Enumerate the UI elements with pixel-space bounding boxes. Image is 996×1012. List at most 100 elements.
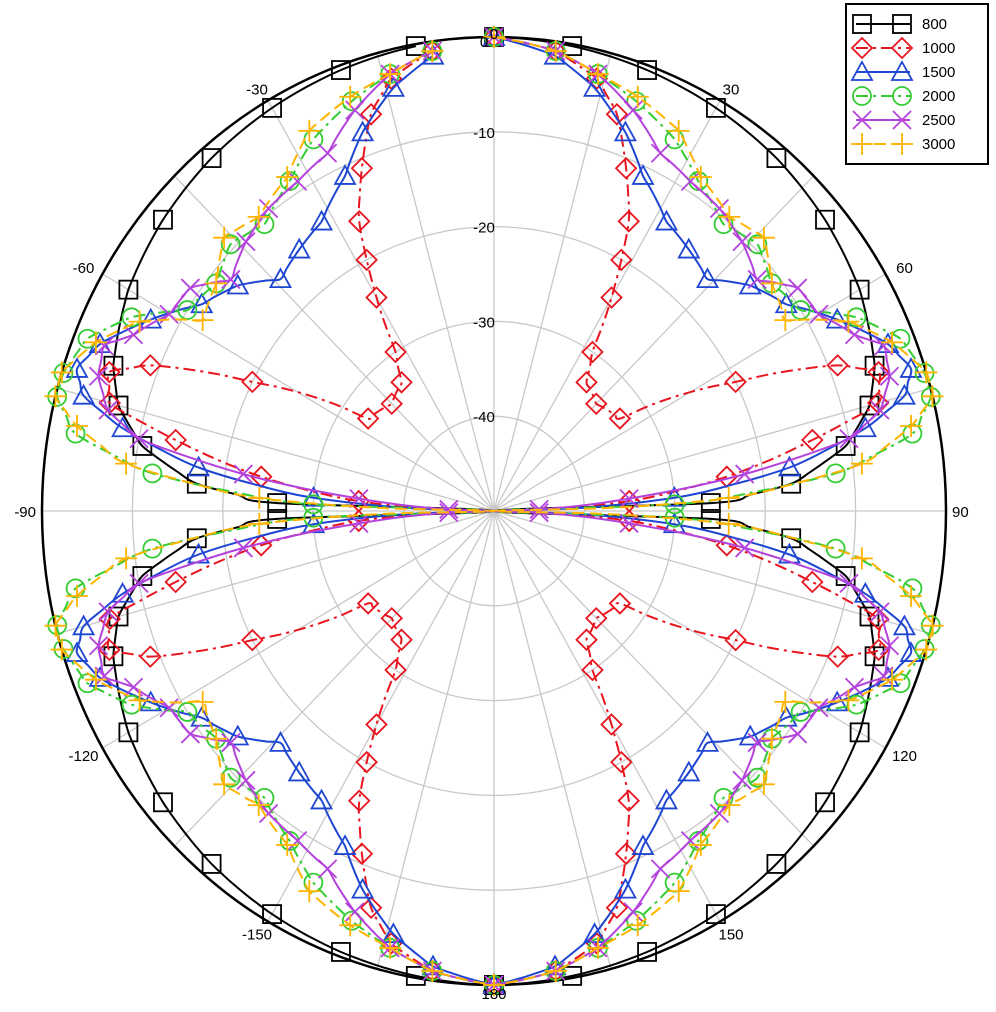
series-800-marker — [700, 493, 721, 513]
series-1500-marker — [613, 877, 637, 899]
series-3000-marker — [50, 638, 73, 661]
series-1500-marker — [333, 834, 357, 855]
series-800-marker — [706, 97, 726, 118]
legend-marker — [851, 133, 873, 155]
series-800-marker — [108, 606, 129, 627]
series-1000-marker — [585, 392, 608, 416]
series-1000-marker — [610, 750, 633, 774]
series-2000-marker — [142, 463, 163, 484]
series-800-marker — [637, 60, 657, 80]
angular-grid-spoke — [173, 175, 495, 512]
series-3000-marker — [298, 880, 321, 903]
series-2500-marker — [709, 198, 730, 219]
angle-tick-label: 120 — [892, 748, 917, 765]
series-1000-marker — [384, 658, 407, 682]
angle-tick-label: -120 — [68, 748, 98, 765]
series-2000-marker — [220, 234, 241, 255]
series-1000-marker — [581, 658, 604, 682]
series-1000-marker — [610, 248, 633, 272]
angular-grid-spoke — [173, 510, 495, 847]
series-2500-marker — [94, 666, 114, 686]
series-3000-marker — [586, 936, 609, 959]
series-1000-marker — [380, 392, 403, 416]
series-3000-marker — [213, 773, 236, 796]
series-1000-marker — [380, 606, 403, 630]
series-3000-marker — [626, 914, 649, 937]
series-1500-marker — [777, 455, 801, 477]
angular-grid-spoke — [493, 510, 721, 922]
series-800-marker — [637, 942, 657, 962]
series-800-marker — [153, 209, 173, 230]
angle-tick-label: 180 — [481, 986, 506, 1003]
legend-marker — [892, 86, 912, 106]
legend-entry-800: 800 — [852, 14, 947, 34]
series-1000-marker — [98, 638, 121, 662]
series-3000-marker — [276, 833, 299, 856]
series-800-marker — [262, 97, 282, 118]
series-1000-marker — [605, 896, 629, 919]
series-2000-marker — [825, 463, 846, 484]
legend-marker — [852, 86, 872, 106]
series-2500-marker — [874, 666, 894, 686]
series-3000-marker — [837, 689, 860, 712]
legend-marker — [850, 60, 874, 81]
series-2500-marker — [787, 278, 808, 298]
series-3000-marker — [586, 63, 609, 86]
angular-grid-spoke — [376, 52, 495, 512]
series-1000-marker — [347, 789, 371, 812]
series-1500-marker — [268, 267, 293, 289]
legend-marker — [852, 14, 872, 34]
series-800-marker — [835, 566, 856, 586]
series-1000-marker — [585, 67, 609, 90]
series-3000-marker — [752, 773, 775, 796]
series-1500-marker — [226, 724, 250, 746]
series-2500-marker — [839, 573, 859, 593]
legend-entry-1500: 1500 — [850, 60, 955, 81]
series-800-marker — [132, 436, 153, 456]
series-1500-marker — [72, 614, 96, 636]
angle-tick-label: 60 — [896, 260, 913, 277]
series-1500-marker — [583, 76, 607, 97]
series-2500-marker — [345, 902, 365, 922]
series-1000-marker — [801, 570, 824, 594]
series-3000-marker — [881, 331, 904, 354]
radial-tick-label: -30 — [473, 314, 495, 331]
series-3000-marker — [205, 727, 228, 750]
series-1500-marker — [287, 237, 311, 259]
series-3000-marker — [900, 414, 923, 437]
series-800-marker — [706, 904, 726, 925]
series-1000-marker — [724, 628, 747, 652]
series-1500-marker — [111, 416, 135, 438]
series-line-800 — [112, 36, 876, 987]
series-3000-marker — [248, 512, 271, 535]
series-1500-marker — [631, 164, 655, 185]
series-1000 — [98, 25, 890, 997]
legend-entry-1000: 1000 — [850, 36, 955, 60]
series-1500-marker — [695, 267, 720, 289]
series-2000-marker — [747, 234, 768, 255]
series-1500-marker — [654, 788, 678, 810]
radial-tick-label: -40 — [473, 409, 495, 426]
series-3000-marker — [339, 85, 362, 108]
series-800-marker — [864, 646, 885, 667]
legend-marker — [892, 14, 912, 34]
series-3000-marker — [379, 936, 402, 959]
series-2500-marker — [787, 724, 808, 744]
series-1000-marker — [379, 67, 403, 90]
legend-label: 1000 — [922, 40, 955, 57]
series-1000-marker — [826, 354, 849, 377]
series-2500-marker — [735, 538, 755, 558]
angle-tick-label: 90 — [952, 504, 969, 521]
series-1000-marker — [608, 592, 632, 615]
series-1500-marker — [853, 416, 877, 438]
series-2500-marker — [287, 171, 308, 192]
series-3000-marker — [191, 309, 214, 332]
series-800-marker — [849, 722, 870, 743]
legend-entry-2500: 2500 — [852, 110, 955, 130]
series-3000-marker — [850, 452, 873, 475]
series-1500-marker — [892, 614, 916, 636]
series-2500-marker — [317, 859, 338, 879]
series-2000-marker — [846, 694, 867, 715]
series-2500-marker — [747, 269, 767, 290]
angle-tick-label: 150 — [718, 927, 743, 944]
